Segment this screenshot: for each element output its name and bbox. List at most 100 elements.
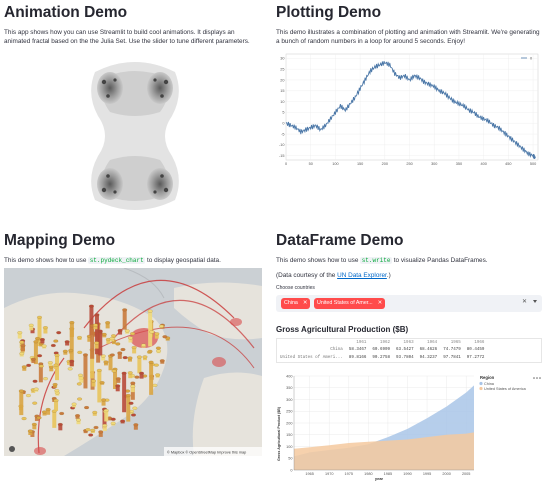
col-header[interactable]: 1961 — [356, 340, 367, 345]
code-st-write: st.write — [360, 257, 392, 264]
dataframe-demo-description: This demo shows how to use st.write to v… — [276, 257, 488, 264]
x-tick-label: 50 — [309, 162, 313, 166]
y-tick-label: 250 — [286, 410, 292, 414]
table-cell: 93.7804 — [396, 355, 414, 360]
plotting-demo-title[interactable]: Plotting Demo — [276, 4, 382, 21]
table-header-row: 1961 1962 1963 1964 1965 1966 — [277, 339, 487, 347]
x-axis-label: year — [375, 476, 384, 481]
x-tick-label: 200 — [382, 162, 388, 166]
y-tick-label: 20 — [280, 78, 284, 82]
chevron-down-icon[interactable] — [533, 300, 537, 303]
line-series-0 — [285, 61, 536, 159]
julia-fractal-image — [91, 62, 179, 210]
y-tick-label: 0 — [290, 468, 292, 472]
choose-countries-label: Choose countries — [276, 285, 315, 291]
row-header: China — [330, 348, 343, 353]
table-cell: 63.5427 — [396, 348, 414, 353]
legend-label-china: China — [484, 382, 495, 386]
y-tick-label: 15 — [280, 89, 284, 93]
x-tick-label: 100 — [332, 162, 338, 166]
table-title: Gross Agricultural Production ($B) — [276, 325, 409, 334]
chip-china[interactable]: China ✕ — [281, 298, 311, 309]
agricultural-production-area-chart[interactable]: 0 50 100 150 200 250 300 350 400 1965 1970 1975 1980… — [276, 372, 546, 482]
plotting-demo-description: This demo illustrates a combination of p… — [276, 29, 540, 46]
table-row: China 58.3467 60.6909 63.5427 68.4626 74… — [277, 347, 487, 355]
y-tick-label: 400 — [286, 374, 292, 378]
y-tick-label: 300 — [286, 398, 292, 402]
x-tick-label: 1980 — [364, 472, 372, 476]
table-row: United States of Ameri... 89.8166 90.275… — [277, 354, 487, 362]
col-header[interactable]: 1962 — [379, 340, 391, 345]
animation-demo-description: This app shows how you can use Streamlit… — [4, 29, 250, 46]
legend-label: 0 — [530, 57, 532, 61]
dataframe-demo-card[interactable]: DataFrame Demo This demo shows how to us… — [276, 232, 546, 482]
table-cell: 74.7479 — [443, 348, 461, 353]
legend-label-united-states: United States of America — [484, 387, 527, 391]
legend-title: Region — [480, 375, 495, 380]
y-tick-label: 100 — [286, 445, 292, 449]
x-tick-label: 1965 — [305, 472, 313, 476]
x-tick-label: 1995 — [423, 472, 431, 476]
country-multiselect[interactable]: China ✕ United States of Amer... ✕ ✕ — [276, 295, 542, 312]
y-tick-label: 150 — [286, 433, 292, 437]
animation-demo-title[interactable]: Animation Demo — [4, 4, 128, 21]
x-tick-label: 2005 — [462, 472, 470, 476]
x-tick-label: 300 — [431, 162, 437, 166]
table-cell: 97.2772 — [466, 355, 485, 360]
data-courtesy-note: (Data courtesy of the UN Data Explorer.) — [276, 272, 391, 280]
chip-united-states[interactable]: United States of Amer... ✕ — [314, 298, 386, 309]
x-tick-label: 150 — [357, 162, 363, 166]
y-tick-label: 25 — [280, 67, 284, 71]
clear-selection-icon[interactable]: ✕ — [521, 299, 527, 305]
y-tick-label: 0 — [282, 122, 284, 126]
mapping-demo-title[interactable]: Mapping Demo — [4, 232, 116, 249]
x-tick-label: 2000 — [442, 472, 450, 476]
table-cell: 80.4459 — [466, 348, 485, 353]
table-cell: 97.7841 — [443, 355, 461, 360]
plotting-demo-card[interactable]: Plotting Demo This demo illustrates a co… — [276, 4, 546, 224]
col-header[interactable]: 1963 — [403, 340, 414, 345]
dataframe-demo-title[interactable]: DataFrame Demo — [276, 232, 404, 249]
y-axis-label: Gross Agricultural Product ($B) — [277, 406, 281, 461]
y-tick-label: 5 — [282, 111, 284, 115]
legend-swatch-united-states — [479, 386, 483, 391]
code-pydeck-chart: st.pydeck_chart — [88, 257, 146, 264]
y-tick-label: 350 — [286, 386, 292, 390]
legend-swatch-china — [479, 381, 483, 386]
remove-chip-icon[interactable]: ✕ — [302, 300, 308, 306]
x-tick-label: 400 — [480, 162, 486, 166]
production-table[interactable]: 1961 1962 1963 1964 1965 1966 China 58.3… — [276, 338, 542, 363]
table-cell: 90.2758 — [372, 355, 391, 360]
x-tick-label: 1985 — [384, 472, 392, 476]
y-tick-label: -10 — [279, 143, 285, 147]
table-cell: 94.3237 — [419, 355, 438, 360]
un-data-explorer-link[interactable]: UN Data Explorer — [337, 272, 387, 280]
y-tick-label: 30 — [280, 57, 284, 61]
mapping-demo-description: This demo shows how to use st.pydeck_cha… — [4, 257, 221, 264]
table-cell: 89.8166 — [348, 355, 367, 360]
map-attribution[interactable]: © Mapbox © OpenStreetMap Improve this ma… — [167, 451, 246, 455]
x-tick-label: 1990 — [403, 472, 411, 476]
san-francisco-3d-map[interactable]: © Mapbox © OpenStreetMap Improve this ma… — [4, 268, 262, 456]
row-header: United States of Ameri... — [280, 355, 343, 360]
col-header[interactable]: 1965 — [450, 340, 461, 345]
animation-demo-card[interactable]: Animation Demo This app shows how you ca… — [4, 4, 266, 224]
remove-chip-icon[interactable]: ✕ — [377, 300, 383, 306]
col-header[interactable]: 1966 — [474, 340, 485, 345]
mapbox-logo-icon — [9, 446, 15, 452]
chart-actions-icon[interactable] — [533, 377, 541, 379]
x-tick-label: 1970 — [325, 472, 333, 476]
y-tick-label: -15 — [279, 154, 285, 158]
y-tick-label: -5 — [281, 132, 284, 136]
col-header[interactable]: 1964 — [427, 340, 438, 345]
x-tick-label: 450 — [505, 162, 511, 166]
table-cell: 60.6909 — [372, 348, 391, 353]
mapping-demo-card[interactable]: Mapping Demo This demo shows how to use … — [4, 232, 266, 457]
x-tick-label: 250 — [406, 162, 412, 166]
x-tick-label: 350 — [456, 162, 462, 166]
x-tick-label: 1975 — [345, 472, 353, 476]
table-cell: 68.4626 — [419, 348, 438, 353]
y-tick-label: 200 — [286, 421, 292, 425]
area-series-united-states — [294, 432, 474, 470]
y-tick-label: 50 — [288, 457, 292, 461]
